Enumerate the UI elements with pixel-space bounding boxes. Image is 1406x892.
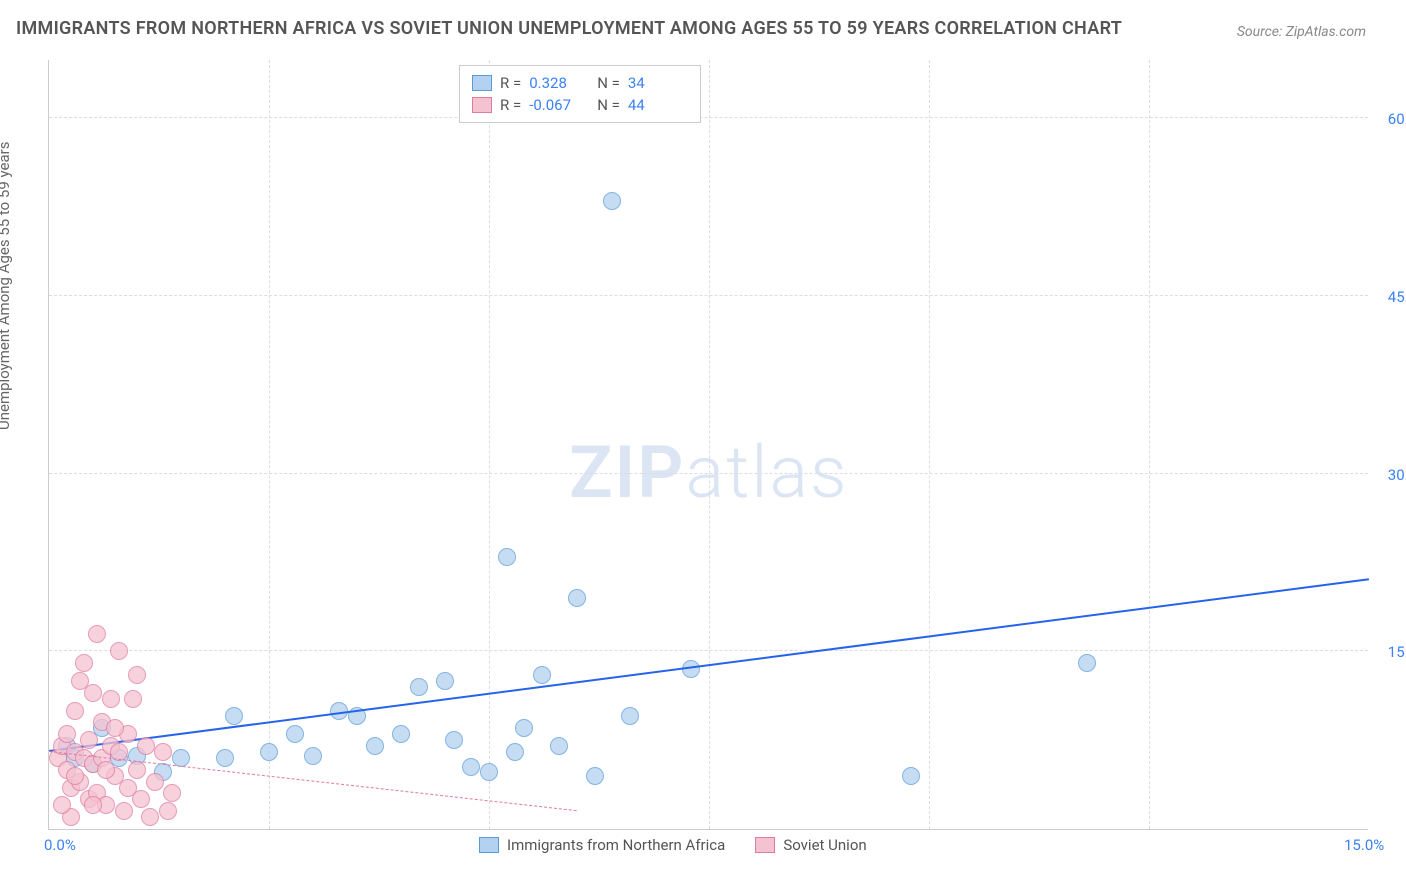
data-point-blue (902, 767, 920, 785)
data-point-blue (586, 767, 604, 785)
data-point-pink (141, 808, 159, 826)
data-point-pink (163, 784, 181, 802)
y-tick-label: 30.0% (1373, 466, 1406, 484)
data-point-pink (88, 625, 106, 643)
data-point-blue (286, 725, 304, 743)
r-label: R = (500, 74, 521, 92)
data-point-blue (392, 725, 410, 743)
r-label: R = (500, 96, 521, 114)
data-point-blue (436, 672, 454, 690)
n-value-blue: 34 (628, 74, 688, 92)
data-point-pink (66, 767, 84, 785)
data-point-pink (128, 761, 146, 779)
swatch-blue (479, 837, 499, 853)
chart-container: IMMIGRANTS FROM NORTHERN AFRICA VS SOVIE… (0, 0, 1406, 892)
data-point-pink (146, 773, 164, 791)
grid-line-v (929, 60, 930, 829)
data-point-pink (58, 725, 76, 743)
y-tick-label: 15.0% (1373, 643, 1406, 661)
n-value-pink: 44 (628, 96, 688, 114)
n-label: N = (597, 74, 620, 92)
data-point-pink (66, 702, 84, 720)
swatch-blue (472, 75, 492, 91)
data-point-pink (80, 731, 98, 749)
data-point-blue (515, 719, 533, 737)
r-value-blue: 0.328 (529, 74, 589, 92)
r-value-pink: -0.067 (529, 96, 589, 114)
y-tick-label: 60.0% (1373, 110, 1406, 128)
source-attribution: Source: ZipAtlas.com (1237, 24, 1366, 40)
data-point-pink (53, 796, 71, 814)
data-point-pink (154, 743, 172, 761)
data-point-pink (128, 666, 146, 684)
legend-item-blue: Immigrants from Northern Africa (479, 836, 725, 854)
data-point-blue (445, 731, 463, 749)
data-point-blue (462, 758, 480, 776)
data-point-blue (304, 747, 322, 765)
data-point-blue (216, 749, 234, 767)
data-point-pink (75, 654, 93, 672)
series-name-pink: Soviet Union (783, 836, 866, 854)
y-axis-label: Unemployment Among Ages 55 to 59 years (0, 142, 13, 430)
correlation-legend: R = 0.328 N = 34 R = -0.067 N = 44 (459, 65, 701, 123)
data-point-blue (1078, 654, 1096, 672)
data-point-blue (621, 707, 639, 725)
data-point-pink (102, 690, 120, 708)
data-point-pink (106, 719, 124, 737)
data-point-blue (260, 743, 278, 761)
data-point-pink (84, 684, 102, 702)
grid-line-v (1149, 60, 1150, 829)
swatch-pink (472, 97, 492, 113)
data-point-blue (533, 666, 551, 684)
data-point-blue (480, 763, 498, 781)
x-tick-label: 15.0% (1344, 836, 1384, 854)
data-point-pink (84, 796, 102, 814)
grid-line-v (489, 60, 490, 829)
data-point-pink (159, 802, 177, 820)
legend-item-pink: Soviet Union (755, 836, 866, 854)
data-point-pink (137, 737, 155, 755)
chart-title: IMMIGRANTS FROM NORTHERN AFRICA VS SOVIE… (16, 18, 1122, 39)
x-tick-label: 0.0% (44, 836, 76, 854)
legend-row-pink: R = -0.067 N = 44 (472, 94, 688, 116)
data-point-pink (110, 642, 128, 660)
data-point-blue (506, 743, 524, 761)
data-point-blue (603, 192, 621, 210)
data-point-blue (366, 737, 384, 755)
legend-row-blue: R = 0.328 N = 34 (472, 72, 688, 94)
series-name-blue: Immigrants from Northern Africa (507, 836, 725, 854)
data-point-pink (132, 790, 150, 808)
y-tick-label: 45.0% (1373, 288, 1406, 306)
data-point-pink (97, 761, 115, 779)
grid-line-v (709, 60, 710, 829)
swatch-pink (755, 837, 775, 853)
data-point-blue (498, 548, 516, 566)
data-point-pink (115, 802, 133, 820)
data-point-blue (568, 589, 586, 607)
n-label: N = (597, 96, 620, 114)
grid-line-v (269, 60, 270, 829)
plot-area: ZIPatlas R = 0.328 N = 34 R = -0.067 N =… (48, 60, 1368, 830)
data-point-blue (550, 737, 568, 755)
data-point-pink (124, 690, 142, 708)
series-legend: Immigrants from Northern Africa Soviet U… (479, 836, 867, 854)
data-point-blue (410, 678, 428, 696)
data-point-blue (225, 707, 243, 725)
